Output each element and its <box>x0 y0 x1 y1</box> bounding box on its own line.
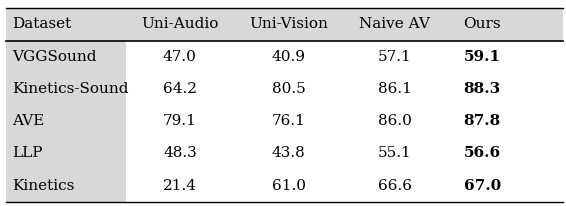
Text: 57.1: 57.1 <box>378 50 411 64</box>
Text: Kinetics: Kinetics <box>12 179 75 193</box>
Text: 56.6: 56.6 <box>464 146 501 160</box>
Text: 87.8: 87.8 <box>464 114 501 128</box>
Text: 80.5: 80.5 <box>272 82 306 96</box>
Text: Dataset: Dataset <box>12 17 72 31</box>
Text: 61.0: 61.0 <box>272 179 306 193</box>
Bar <box>6 41 126 73</box>
Text: 66.6: 66.6 <box>378 179 411 193</box>
Text: Naive AV: Naive AV <box>359 17 430 31</box>
Text: AVE: AVE <box>12 114 45 128</box>
Text: 76.1: 76.1 <box>272 114 306 128</box>
Text: 47.0: 47.0 <box>163 50 197 64</box>
Text: 64.2: 64.2 <box>163 82 197 96</box>
Bar <box>6 8 563 41</box>
Text: 86.0: 86.0 <box>378 114 411 128</box>
Bar <box>6 105 126 137</box>
Text: 67.0: 67.0 <box>464 179 501 193</box>
Text: 86.1: 86.1 <box>378 82 411 96</box>
Text: Kinetics-Sound: Kinetics-Sound <box>12 82 129 96</box>
Bar <box>6 170 126 202</box>
Bar <box>6 73 126 105</box>
Text: 21.4: 21.4 <box>163 179 197 193</box>
Bar <box>6 137 126 170</box>
Text: Ours: Ours <box>464 17 501 31</box>
Text: 59.1: 59.1 <box>464 50 501 64</box>
Text: VGGSound: VGGSound <box>12 50 97 64</box>
Text: 55.1: 55.1 <box>378 146 411 160</box>
Text: Uni-Audio: Uni-Audio <box>141 17 218 31</box>
Text: 43.8: 43.8 <box>272 146 306 160</box>
Text: Uni-Vision: Uni-Vision <box>249 17 328 31</box>
Text: LLP: LLP <box>12 146 43 160</box>
Text: 40.9: 40.9 <box>272 50 306 64</box>
Text: 79.1: 79.1 <box>163 114 197 128</box>
Text: 88.3: 88.3 <box>464 82 501 96</box>
Text: 48.3: 48.3 <box>163 146 197 160</box>
